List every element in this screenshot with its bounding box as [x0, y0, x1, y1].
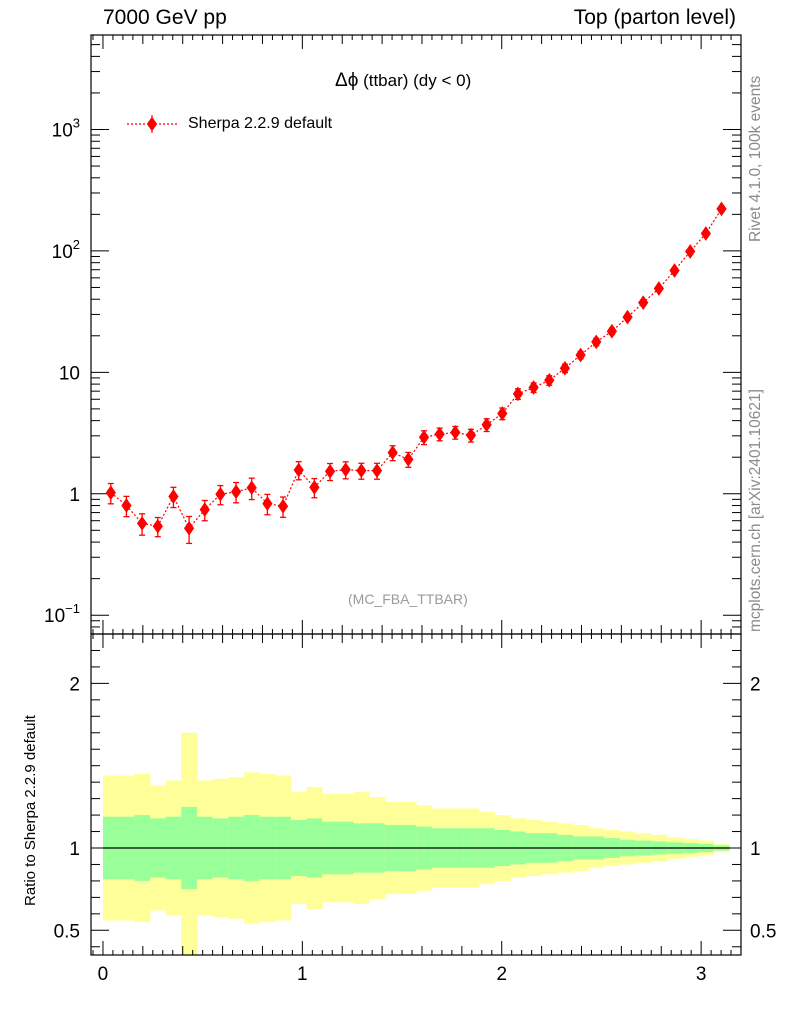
data-point [309, 479, 320, 495]
data-point [387, 445, 398, 461]
data-point [340, 462, 351, 478]
ratio-y-tick-label-right: 2 [750, 674, 761, 695]
data-point [669, 263, 680, 278]
y-tick-exponent: 2 [73, 237, 80, 252]
data-point [246, 480, 257, 496]
main-plot-frame [90, 34, 742, 635]
y-tick-base: 1 [69, 485, 80, 506]
ratio-bands [102, 732, 730, 955]
y-tick-exponent: −1 [65, 601, 80, 616]
y-tick-label: 103 [52, 115, 80, 141]
data-point [434, 426, 445, 442]
y-tick-base: 10 [52, 242, 73, 263]
data-point [653, 281, 665, 296]
x-tick-label: 1 [297, 964, 308, 985]
ratio-y-tick-label-right: 1 [750, 839, 761, 860]
data-point [606, 323, 618, 339]
data-point [324, 463, 336, 479]
data-point [356, 463, 367, 479]
data-point [685, 244, 696, 259]
data-point [512, 386, 524, 402]
chart-title: Δϕ (ttbar) (dy < 0) [335, 70, 471, 92]
data-point [293, 462, 304, 478]
y-tick-base: 10 [52, 120, 73, 141]
data-point [575, 347, 586, 363]
y-tick-exponent: 3 [73, 115, 80, 130]
data-point [481, 417, 492, 433]
data-point [638, 295, 649, 311]
data-point [168, 489, 179, 504]
data-point [465, 427, 477, 443]
x-axis-ticks [92, 35, 742, 955]
header-right-label: Top (parton level) [573, 6, 736, 29]
data-point [230, 484, 242, 500]
data-point [450, 425, 461, 440]
data-point [183, 520, 195, 536]
data-point [215, 486, 226, 502]
ratio-y-tick-label-left: 0.5 [54, 921, 80, 942]
y-tick-base: 10 [59, 363, 80, 384]
data-point [591, 334, 602, 350]
y-tick-label: 1 [69, 485, 80, 506]
ratio-y-tick-label-left: 2 [69, 674, 80, 695]
data-point [418, 429, 430, 445]
data-point [700, 226, 711, 241]
chart-title-symbol: Δϕ [335, 70, 359, 91]
x-tick-label: 0 [98, 964, 109, 985]
data-point [497, 406, 508, 421]
data-point [277, 498, 289, 514]
data-point [622, 309, 633, 325]
analysis-name-label: (MC_FBA_TTBAR) [348, 591, 468, 607]
data-point [199, 502, 210, 518]
y-tick-label: 10−1 [44, 601, 80, 627]
legend-marker [146, 116, 158, 132]
data-point [559, 360, 571, 376]
series-points [105, 201, 727, 545]
data-point [105, 485, 116, 501]
y-tick-label: 102 [52, 237, 80, 263]
series-line [110, 208, 723, 530]
ratio-y-tick-label-right: 0.5 [750, 921, 776, 942]
x-tick-label: 3 [696, 964, 707, 985]
data-point [262, 496, 273, 511]
legend-series-label: Sherpa 2.2.9 default [188, 115, 333, 132]
x-tick-label: 2 [496, 964, 507, 985]
ratio-y-axis-ticks [91, 649, 741, 948]
y-tick-label: 10 [59, 363, 80, 384]
y-axis-ticks [91, 34, 741, 635]
data-point [544, 372, 555, 388]
y-tick-base: 10 [44, 606, 65, 627]
data-point [371, 463, 383, 479]
ratio-plot-frame [90, 633, 742, 956]
data-point [121, 498, 132, 513]
ratio-y-tick-label-left: 1 [69, 839, 80, 860]
data-point [136, 516, 148, 531]
data-point [528, 380, 539, 395]
data-point [403, 451, 414, 467]
chart-title-text: (ttbar) (dy < 0) [363, 71, 472, 90]
data-point [716, 201, 727, 217]
data-point [152, 518, 163, 534]
header-left-label: 7000 GeV pp [103, 6, 227, 29]
